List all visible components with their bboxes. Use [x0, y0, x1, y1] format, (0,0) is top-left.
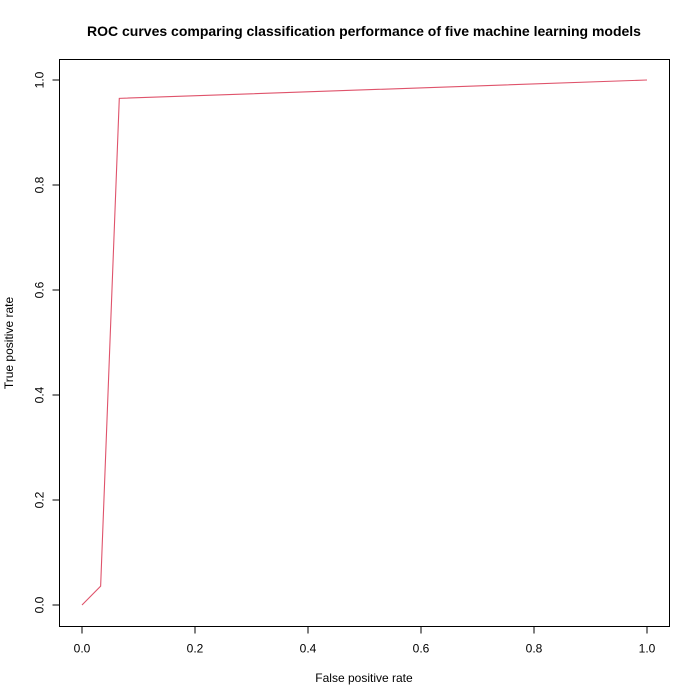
x-axis-ticks: 0.0 0.2 0.4 0.6 0.8 1.0 [74, 626, 656, 656]
x-tick-label: 1.0 [639, 642, 656, 656]
y-tick-label: 0.8 [33, 176, 47, 193]
x-tick-label: 0.6 [413, 642, 430, 656]
y-tick-label: 0.4 [33, 386, 47, 403]
plot-frame [59, 59, 670, 627]
chart-title: ROC curves comparing classification perf… [87, 23, 641, 39]
y-tick-label: 0.6 [33, 281, 47, 298]
y-tick-label: 0.2 [33, 491, 47, 508]
x-tick-label: 0.2 [187, 642, 204, 656]
y-tick-label: 1.0 [33, 71, 47, 88]
y-axis-ticks: 0.0 0.2 0.4 0.6 0.8 1.0 [33, 71, 60, 613]
x-tick-label: 0.4 [300, 642, 317, 656]
y-axis-label: True positive rate [2, 297, 16, 390]
roc-curve-series-1 [81, 79, 648, 606]
x-tick-label: 0.8 [526, 642, 543, 656]
y-tick-label: 0.0 [33, 596, 47, 613]
x-tick-label: 0.0 [74, 642, 91, 656]
series-layer [81, 79, 648, 606]
x-axis-label: False positive rate [315, 671, 413, 685]
